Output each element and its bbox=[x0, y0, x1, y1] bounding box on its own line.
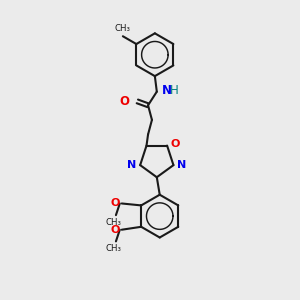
Text: O: O bbox=[171, 139, 180, 148]
Text: O: O bbox=[110, 199, 120, 208]
Text: CH₃: CH₃ bbox=[106, 218, 122, 227]
Text: N: N bbox=[162, 84, 172, 97]
Text: O: O bbox=[110, 225, 120, 235]
Text: O: O bbox=[120, 95, 130, 108]
Text: H: H bbox=[169, 84, 178, 97]
Text: CH₃: CH₃ bbox=[115, 24, 131, 33]
Text: CH₃: CH₃ bbox=[106, 244, 122, 253]
Text: N: N bbox=[177, 160, 187, 170]
Text: N: N bbox=[127, 160, 136, 170]
